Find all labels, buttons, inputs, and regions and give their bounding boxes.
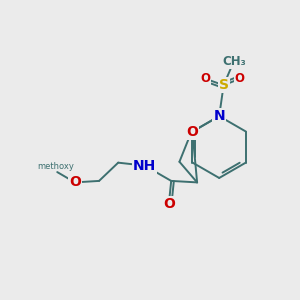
Text: CH₃: CH₃: [222, 55, 246, 68]
Text: N: N: [213, 109, 225, 123]
Text: O: O: [163, 197, 175, 211]
Text: O: O: [235, 72, 245, 85]
Text: S: S: [219, 78, 229, 92]
Text: O: O: [200, 72, 210, 85]
Text: methoxy: methoxy: [37, 163, 74, 172]
Text: O: O: [69, 176, 81, 189]
Text: NH: NH: [133, 159, 156, 172]
Text: O: O: [187, 124, 198, 139]
